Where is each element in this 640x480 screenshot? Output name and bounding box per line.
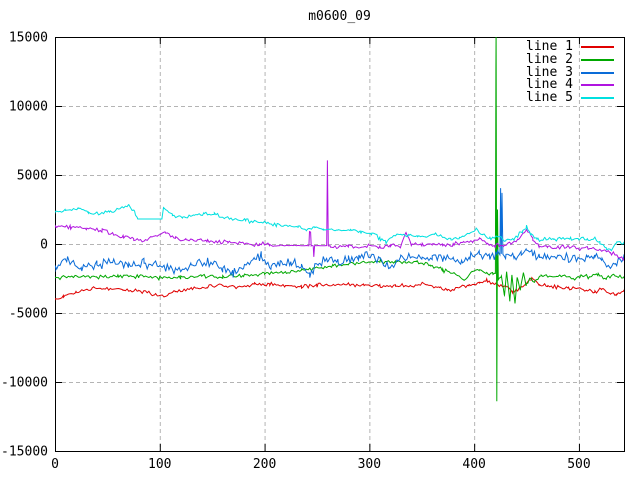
svg-text:-10000: -10000	[1, 376, 48, 391]
svg-text:300: 300	[358, 457, 381, 472]
svg-text:5000: 5000	[17, 169, 48, 184]
legend-line-sample	[581, 84, 614, 87]
legend-item: line 1	[526, 39, 614, 55]
svg-text:0: 0	[40, 238, 48, 253]
legend-item: line 5	[526, 90, 614, 106]
svg-text:400: 400	[462, 457, 485, 472]
legend-label: line 2	[526, 52, 573, 68]
legend-line-sample	[581, 46, 614, 49]
svg-text:500: 500	[567, 457, 590, 472]
series-line-2	[55, 37, 624, 402]
svg-text:15000: 15000	[9, 31, 48, 46]
legend-label: line 3	[526, 64, 573, 80]
svg-text:-15000: -15000	[1, 445, 48, 460]
legend-label: line 5	[526, 90, 573, 106]
y-tick-labels: -15000 -10000 -5000 0 5000 10000 15000	[1, 31, 48, 460]
legend-item: line 4	[526, 77, 614, 93]
x-tick-labels: 0 100 200 300 400 500	[51, 457, 591, 472]
legend-item: line 3	[526, 66, 614, 79]
svg-text:100: 100	[148, 457, 171, 472]
series-line-5	[55, 203, 624, 252]
svg-text:-5000: -5000	[9, 307, 48, 322]
series-line-3	[55, 188, 624, 278]
svg-text:200: 200	[253, 457, 276, 472]
legend-line-sample	[581, 71, 614, 74]
legend: line 1 line 2 line 3 line 4 line 5	[526, 39, 614, 106]
grid-lines	[55, 37, 624, 451]
plot-border-and-ticks	[55, 37, 625, 452]
legend-item: line 2	[526, 52, 614, 68]
legend-label: line 1	[526, 39, 573, 55]
svg-text:0: 0	[51, 457, 59, 472]
legend-line-sample	[581, 59, 614, 62]
legend-line-sample	[581, 97, 614, 100]
legend-label: line 4	[526, 77, 573, 93]
series-line-1	[55, 276, 624, 301]
chart-title: m0600_09	[308, 9, 371, 24]
svg-text:10000: 10000	[9, 100, 48, 115]
